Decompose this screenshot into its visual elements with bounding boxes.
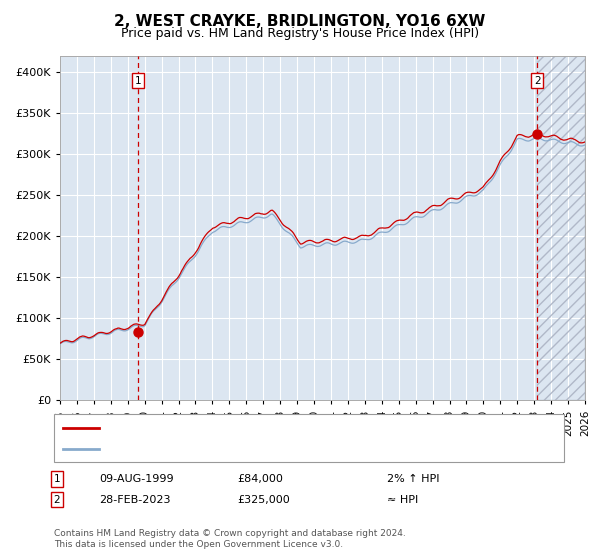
Text: 2: 2: [53, 494, 61, 505]
Bar: [537, 56, 585, 400]
Text: £325,000: £325,000: [237, 494, 290, 505]
Text: Contains HM Land Registry data © Crown copyright and database right 2024.
This d: Contains HM Land Registry data © Crown c…: [54, 529, 406, 549]
Text: 2: 2: [534, 76, 541, 86]
Text: 2, WEST CRAYKE, BRIDLINGTON, YO16 6XW: 2, WEST CRAYKE, BRIDLINGTON, YO16 6XW: [115, 14, 485, 29]
Text: 2, WEST CRAYKE, BRIDLINGTON, YO16 6XW (detached house): 2, WEST CRAYKE, BRIDLINGTON, YO16 6XW (d…: [106, 423, 449, 433]
Text: ≈ HPI: ≈ HPI: [387, 494, 418, 505]
Text: 1: 1: [135, 76, 142, 86]
Text: Price paid vs. HM Land Registry's House Price Index (HPI): Price paid vs. HM Land Registry's House …: [121, 27, 479, 40]
Text: 2% ↑ HPI: 2% ↑ HPI: [387, 474, 439, 484]
Text: 28-FEB-2023: 28-FEB-2023: [99, 494, 170, 505]
Bar: [537, 56, 585, 400]
Text: £84,000: £84,000: [237, 474, 283, 484]
Text: 09-AUG-1999: 09-AUG-1999: [99, 474, 173, 484]
Text: 1: 1: [53, 474, 61, 484]
Text: HPI: Average price, detached house, East Riding of Yorkshire: HPI: Average price, detached house, East…: [106, 444, 443, 454]
